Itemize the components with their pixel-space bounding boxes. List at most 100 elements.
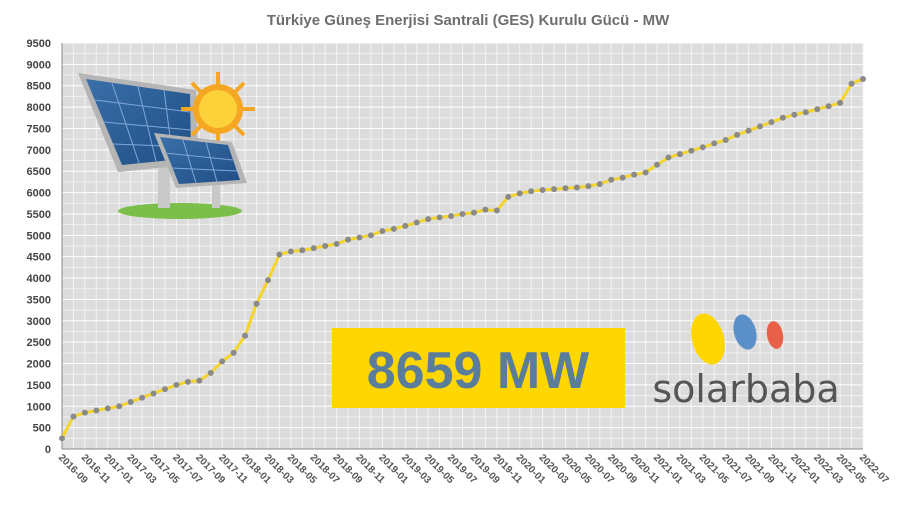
- data-point: [345, 236, 352, 243]
- data-point: [333, 240, 340, 247]
- badge-text: 8659 MW: [367, 342, 590, 400]
- panel-cell-lines-small: [164, 139, 238, 184]
- solarbaba-logo: solarbaba: [652, 313, 840, 411]
- y-tick-label: 2000: [27, 359, 51, 371]
- logo-yellow-dot: [691, 313, 725, 365]
- data-point: [802, 109, 809, 116]
- data-point: [722, 137, 729, 144]
- y-tick-label: 9500: [27, 38, 51, 50]
- data-point: [219, 358, 226, 365]
- data-point: [230, 349, 237, 356]
- data-point: [528, 188, 535, 195]
- data-point: [253, 300, 260, 307]
- data-point: [379, 228, 386, 235]
- y-tick-label: 5500: [27, 209, 51, 221]
- data-point: [837, 99, 844, 106]
- y-tick-label: 7000: [27, 145, 51, 157]
- sun-icon: [181, 72, 255, 146]
- y-tick-label: 5000: [27, 230, 51, 242]
- data-point: [93, 407, 100, 414]
- data-point: [70, 413, 77, 420]
- y-tick-label: 3500: [27, 294, 51, 306]
- data-point: [493, 207, 500, 214]
- y-tick-label: 4500: [27, 252, 51, 264]
- data-point: [81, 409, 88, 416]
- data-point: [390, 225, 397, 232]
- data-point: [470, 209, 477, 216]
- data-point: [413, 219, 420, 226]
- data-point: [688, 147, 695, 154]
- data-point: [745, 127, 752, 134]
- series-layer: [59, 75, 866, 442]
- data-point: [608, 176, 615, 183]
- data-point: [631, 171, 638, 178]
- y-tick-label: 8000: [27, 102, 51, 114]
- data-point: [860, 75, 866, 82]
- data-point: [59, 435, 65, 442]
- data-point: [711, 140, 718, 147]
- data-point: [402, 222, 409, 229]
- y-tick-label: 8500: [27, 81, 51, 93]
- data-point: [161, 386, 168, 393]
- data-point: [734, 131, 741, 138]
- data-point: [814, 106, 821, 113]
- logo-red-dot: [766, 321, 784, 349]
- solar-panel-illustration: [78, 72, 255, 219]
- data-point: [654, 161, 661, 168]
- data-point: [242, 332, 249, 339]
- x-tick-labels: 2016-092016-112017-012017-032017-052017-…: [56, 452, 891, 486]
- y-tick-label: 500: [33, 423, 51, 435]
- data-point: [310, 245, 317, 252]
- data-point: [562, 185, 569, 192]
- data-point: [779, 114, 786, 121]
- y-tick-label: 6500: [27, 166, 51, 178]
- data-point: [676, 151, 683, 158]
- total-capacity-badge: 8659 MW: [332, 328, 625, 408]
- data-point: [539, 187, 546, 194]
- data-point: [505, 193, 512, 200]
- data-point: [768, 119, 775, 126]
- y-tick-label: 3000: [27, 316, 51, 328]
- data-point: [642, 169, 649, 176]
- data-point: [757, 123, 764, 130]
- data-point: [596, 181, 603, 188]
- y-tick-label: 9000: [27, 59, 51, 71]
- data-point: [436, 214, 443, 221]
- data-point: [356, 234, 363, 241]
- data-point: [264, 277, 271, 284]
- data-point: [322, 243, 329, 249]
- chart-title: Türkiye Güneş Enerjisi Santrali (GES) Ku…: [267, 12, 670, 29]
- series-points: [59, 75, 866, 442]
- data-point: [585, 183, 592, 190]
- y-tick-label: 2500: [27, 337, 51, 349]
- data-point: [173, 381, 180, 388]
- y-tick-label: 1000: [27, 401, 51, 413]
- panel-stand: [158, 160, 170, 208]
- data-point: [448, 213, 455, 220]
- data-point: [551, 186, 558, 193]
- data-point: [127, 398, 134, 405]
- y-tick-labels: 0 500 1000 1500 2000 2500 3000 3500 4000 4500 5000…: [27, 38, 51, 456]
- data-point: [104, 405, 111, 412]
- data-point: [184, 378, 191, 385]
- data-point: [287, 248, 294, 255]
- grass-mound: [118, 203, 242, 219]
- data-point: [276, 251, 283, 258]
- y-tick-label: 4000: [27, 273, 51, 285]
- badge-background: [332, 328, 625, 408]
- data-point: [299, 247, 306, 254]
- data-point: [573, 184, 580, 191]
- y-tick-label: 1500: [27, 380, 51, 392]
- data-point: [425, 216, 432, 223]
- panel-stand-small: [212, 180, 220, 208]
- panel-cells-small: [160, 137, 240, 184]
- data-point: [482, 206, 489, 213]
- data-point: [665, 154, 672, 161]
- data-point: [699, 144, 706, 151]
- data-point: [825, 103, 832, 110]
- data-point: [139, 394, 146, 401]
- y-tick-label: 7500: [27, 123, 51, 135]
- y-tick-label: 0: [45, 444, 51, 456]
- data-point: [150, 390, 157, 397]
- data-point: [791, 111, 798, 118]
